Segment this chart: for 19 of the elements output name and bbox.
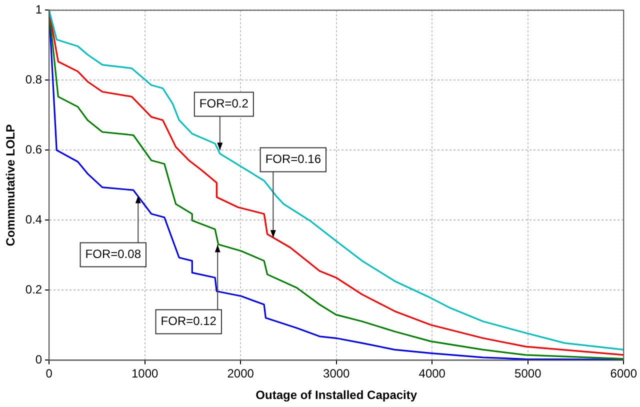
annotation: FOR=0.2 [199,96,249,111]
x-tick-label: 4000 [418,366,446,381]
y-tick-label: 0 [35,352,42,367]
y-tick-label: 0.6 [25,142,42,157]
y-tick-label: 0.8 [25,72,42,87]
x-tick-label: 3000 [323,366,350,381]
y-tick-label: 0.2 [25,282,42,297]
y-tick-label: 0.4 [25,212,42,227]
annotation: FOR=0.16 [265,152,322,166]
x-tick-label: 0 [46,366,53,381]
x-axis-title: Outage of Installed Capacity [256,388,418,402]
x-tick-label: 6000 [610,366,638,381]
annotation: FOR=0.08 [85,247,142,262]
x-tick-label: 1000 [131,366,159,381]
y-tick-label: 1 [35,2,42,17]
x-tick-label: 5000 [514,366,542,381]
x-tick-label: 2000 [227,366,254,381]
annotation: FOR=0.12 [160,314,217,328]
y-axis-title: Commmutative LOLP [4,124,18,246]
